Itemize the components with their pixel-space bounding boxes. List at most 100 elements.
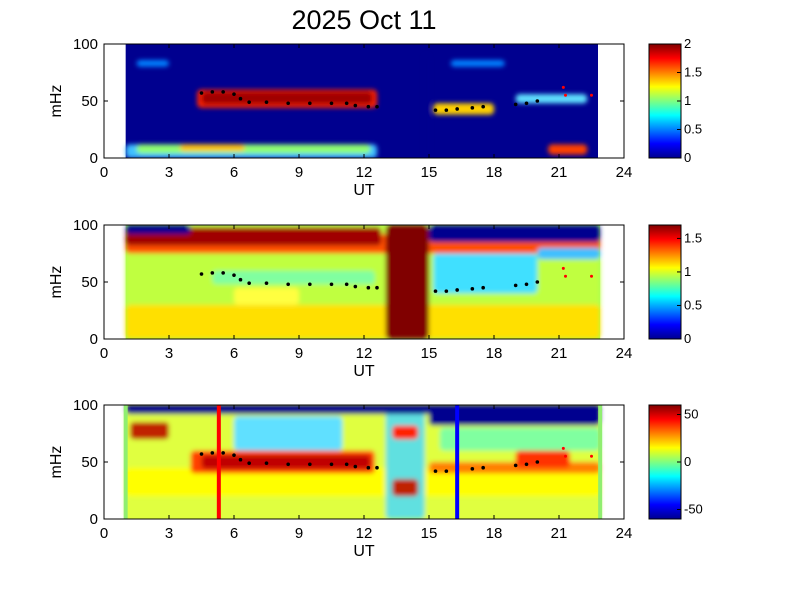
heatmap-cell	[439, 427, 601, 451]
heatmap-cell	[234, 287, 299, 305]
ridge-point	[470, 287, 475, 291]
heatmap-cell	[392, 425, 419, 440]
ridge-point	[535, 460, 540, 464]
ridge-point	[210, 90, 215, 94]
ridge-point	[238, 457, 243, 462]
heatmap-cell	[201, 455, 371, 469]
y-tick-label: 0	[90, 511, 98, 528]
red-point	[564, 93, 567, 97]
heatmap-cell	[125, 467, 601, 497]
heatmap-cell	[515, 450, 570, 468]
y-axis-label: mHz	[48, 446, 65, 479]
ridge-point	[444, 469, 449, 473]
x-tick-label: 3	[165, 525, 173, 542]
y-tick-label: 100	[73, 217, 98, 234]
ridge-point	[247, 281, 251, 285]
red-point	[590, 274, 593, 278]
heatmap-cell	[515, 94, 588, 104]
x-axis-label: UT	[353, 543, 375, 560]
x-tick-label: 12	[356, 345, 373, 362]
ridge-point	[247, 461, 251, 465]
heatmap-cell	[179, 144, 245, 152]
x-tick-label: 15	[421, 164, 438, 181]
ridge-point	[286, 462, 290, 467]
ridge-point	[470, 467, 475, 471]
ridge-point	[247, 100, 251, 104]
ridge-point	[221, 271, 225, 275]
heatmap-cell	[392, 479, 419, 497]
red-point	[590, 93, 593, 97]
ridge-point	[524, 282, 529, 287]
x-axis-label: UT	[353, 363, 375, 380]
x-tick-label: 6	[230, 164, 238, 181]
ridge-point	[264, 281, 269, 285]
x-tick-label: 24	[616, 345, 633, 362]
ridge-point	[353, 284, 358, 289]
ridge-point	[481, 104, 485, 109]
ridge-point	[308, 282, 312, 287]
ridge-point	[238, 277, 243, 282]
ridge-point	[353, 464, 358, 469]
x-tick-label: 0	[100, 525, 108, 542]
x-tick-label: 6	[230, 345, 238, 362]
ridge-point	[366, 285, 371, 290]
panel-3: 0 3 6 9 12 15 18 21 24 0 50 100 UT mHz -50 0 50	[48, 397, 703, 560]
heatmap-cell	[212, 270, 375, 285]
panel-2: 0 3 6 9 12 15 18 21 24 0 50 100 UT mHz 0 0.5 1 1.5	[48, 217, 702, 380]
ridge-point	[232, 453, 236, 457]
ridge-point	[308, 101, 312, 106]
red-point	[561, 266, 565, 270]
colorbar-tick-label: 50	[684, 407, 698, 422]
heatmap-cell	[201, 91, 373, 105]
x-tick-label: 12	[356, 525, 373, 542]
ridge-point	[375, 465, 379, 470]
heatmap-cell	[125, 304, 601, 339]
heatmap-cell	[136, 59, 169, 67]
colorbar-gradient	[648, 43, 682, 159]
marker-line	[216, 405, 221, 519]
heatmap-cell	[429, 405, 601, 426]
x-tick-label: 0	[100, 164, 108, 181]
ridge-point	[524, 462, 529, 467]
heatmap-cell	[385, 225, 429, 339]
ridge-point	[481, 465, 485, 470]
ridge-point	[366, 104, 371, 109]
x-tick-label: 18	[486, 164, 503, 181]
red-point	[561, 85, 565, 89]
ridge-point	[264, 461, 269, 465]
panel-1: 0 3 6 9 12 15 18 21 24 0 50 100 UT mHz 0 0.5 1 1.5 2	[48, 36, 702, 199]
x-tick-label: 15	[421, 345, 438, 362]
heatmap-cell	[433, 103, 494, 115]
heatmap-cell	[136, 144, 371, 154]
ridge-point	[481, 285, 485, 290]
ridge-point	[232, 273, 236, 277]
heatmap-cell	[385, 405, 425, 519]
heatmap-area	[123, 405, 603, 519]
marker-line	[455, 405, 460, 519]
colorbar-tick-label: 1.5	[684, 65, 702, 80]
x-tick-label: 21	[551, 525, 568, 542]
edge-strip	[123, 405, 128, 519]
heatmap-cell	[450, 59, 505, 67]
ridge-point	[444, 289, 449, 293]
ridge-point	[221, 90, 225, 94]
ridge-point	[232, 92, 236, 96]
y-tick-label: 50	[81, 454, 98, 471]
heatmap-cell	[433, 253, 538, 294]
ridge-point	[513, 463, 518, 468]
ridge-point	[344, 101, 349, 106]
ridge-point	[444, 108, 449, 112]
ridge-point	[286, 101, 290, 106]
colorbar-tick-label: 0.5	[684, 297, 702, 312]
y-axis-label: mHz	[48, 85, 65, 118]
heatmap-cells	[125, 405, 601, 519]
ridge-point	[433, 469, 438, 473]
x-tick-label: 3	[165, 164, 173, 181]
x-tick-label: 0	[100, 345, 108, 362]
heatmap-cell	[537, 247, 601, 260]
red-point	[590, 454, 593, 458]
ridge-point	[329, 282, 334, 287]
ridge-point	[264, 100, 269, 104]
heatmap-cell	[429, 462, 601, 474]
heatmap-area	[125, 225, 601, 339]
